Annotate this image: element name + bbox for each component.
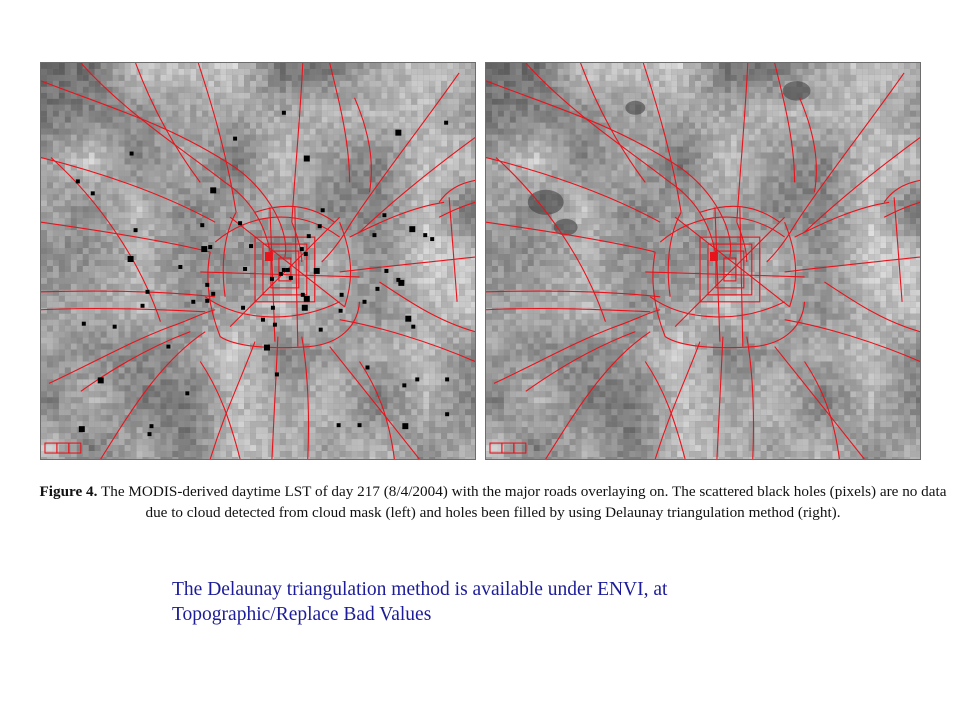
lst-map-left-image bbox=[41, 63, 475, 459]
note-line-1: The Delaunay triangulation method is ava… bbox=[172, 579, 668, 600]
figure-caption-text: The MODIS-derived daytime LST of day 217… bbox=[100, 483, 947, 521]
lst-map-right-image bbox=[486, 63, 920, 459]
figure-caption: Figure 4. The MODIS-derived daytime LST … bbox=[38, 481, 948, 523]
lst-map-filled bbox=[485, 62, 921, 460]
lst-map-with-holes bbox=[40, 62, 476, 460]
figure-label: Figure 4. bbox=[39, 483, 98, 500]
envi-method-note: The Delaunay triangulation method is ava… bbox=[172, 577, 872, 627]
note-line-2: Topographic/Replace Bad Values bbox=[172, 604, 432, 625]
